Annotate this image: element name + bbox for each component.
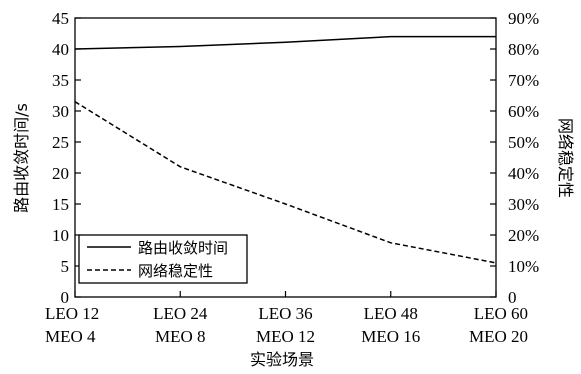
y-right-tick-label: 0 [508,288,517,307]
legend-box [78,234,248,284]
y-left-tick-label: 5 [61,257,70,276]
x-tick-label: MEO 20 [469,327,528,346]
axes [74,17,497,298]
y-right-tick-label: 80% [508,40,539,59]
legend: 路由收敛时间 网络稳定性 [78,234,248,284]
y-left-tick-label: 25 [52,133,69,152]
y-right-tick-label: 30% [508,195,539,214]
y-right-tick-label: 10% [508,257,539,276]
y-left-tick-label: 10 [52,226,69,245]
y-right-tick-label: 40% [508,164,539,183]
y-left-tick-label: 40 [52,40,69,59]
y-left-tick-label: 15 [52,195,69,214]
x-tick-label: MEO 16 [361,327,420,346]
y-right-tick-label: 70% [508,71,539,90]
series-line-convergence-time [74,35,496,50]
x-tick-label: LEO 60 [474,304,528,323]
x-axis-title: 实验场景 [250,350,314,369]
y-left-tick-label: 45 [52,9,69,28]
x-tick-label: MEO 12 [256,327,315,346]
series-line-network-stability [74,101,497,264]
x-tick-label: LEO 36 [258,304,312,323]
y-axis-right-title: 网络稳定性 [556,118,575,198]
x-tick-label: LEO 12 [45,304,99,323]
y-right-tick-label: 20% [508,226,539,245]
legend-label-convergence-time: 路由收敛时间 [138,239,228,257]
y-left-tick-label: 20 [52,164,69,183]
legend-label-network-stability: 网络稳定性 [138,262,213,280]
x-tick-label: LEO 24 [153,304,208,323]
x-tick-label: LEO 48 [364,304,418,323]
x-tick-label: MEO 8 [155,327,206,346]
tick-labels: 0 5 10 15 20 25 30 35 40 45 0 10% 20% 30% 40% 50% 60% 70%… [45,9,539,346]
y-right-tick-label: 50% [508,133,539,152]
y-left-tick-label: 30 [52,102,69,121]
y-right-tick-label: 60% [508,102,539,121]
y-right-tick-label: 90% [508,9,539,28]
series-layer [74,35,497,264]
y-axis-left-title: 路由收敛时间/s [12,103,31,213]
y-left-tick-label: 35 [52,71,69,90]
y-left-tick-label: 0 [61,288,70,307]
x-tick-label: MEO 4 [45,327,96,346]
